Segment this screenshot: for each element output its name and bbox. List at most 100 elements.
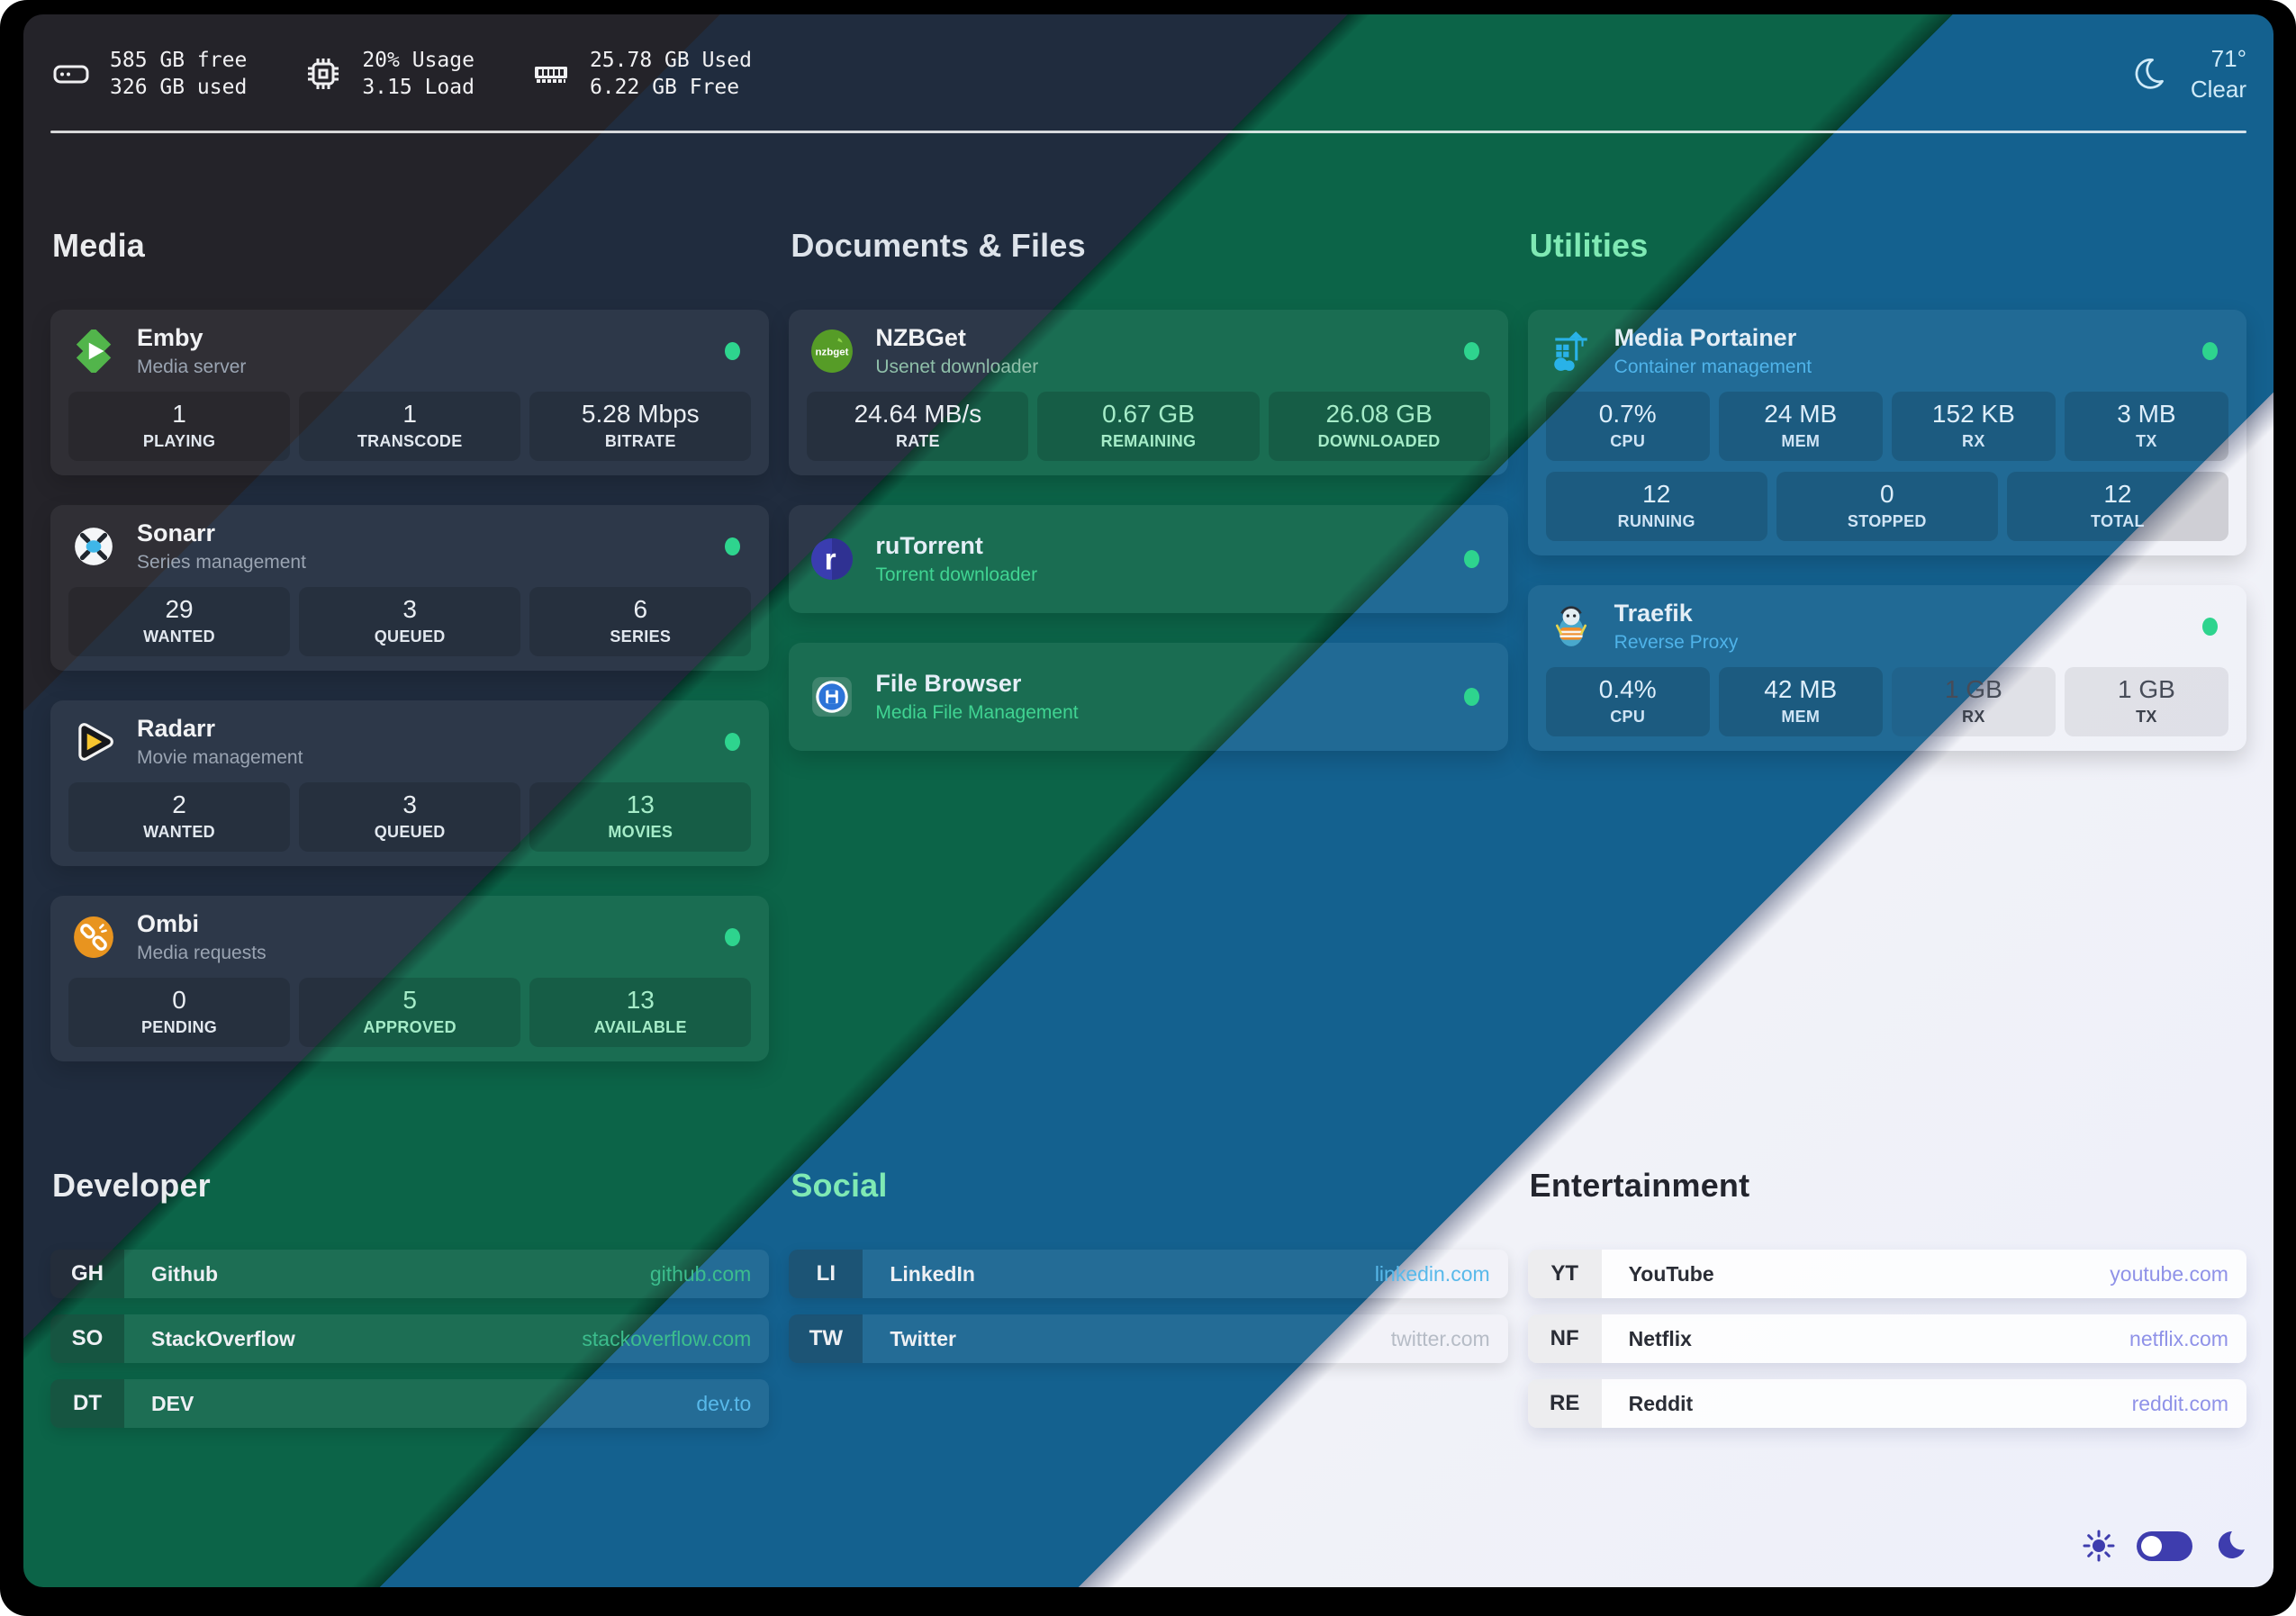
bookmark-reddit[interactable]: RE Reddit reddit.com (1527, 1379, 2246, 1428)
section-entertainment: Entertainment YT YouTube youtube.com NF … (1527, 1167, 2246, 1444)
service-name: File Browser (875, 670, 1022, 697)
disk-line2: 326 GB used (110, 76, 248, 99)
cpu-widget: 20% Usage 3.15 Load (303, 47, 475, 101)
top-bar: 585 GB free 326 GB used 20% Usage 3.15 Loa… (23, 14, 2273, 133)
weather-temp: 71° (2210, 45, 2246, 72)
stat-stopped: 0 STOPPED (1776, 472, 1998, 541)
bookmark-abbr: SO (50, 1314, 124, 1363)
service-description: Container management (1614, 357, 1812, 377)
service-card-radarr[interactable]: Radarr Movie management 2 WANTED 3 QUEUED … (50, 700, 770, 866)
status-dot (2201, 618, 2218, 636)
svg-text:nzbget: nzbget (816, 348, 849, 358)
bookmark-label: LinkedIn (890, 1261, 975, 1286)
bookmark-linkedin[interactable]: LI LinkedIn linkedin.com (789, 1250, 1508, 1298)
stat-remaining: 0.67 GB REMAINING (1037, 392, 1260, 461)
service-card-nzbget[interactable]: nzbget NZBGet Usenet downloader 24.64 MB… (789, 310, 1508, 475)
stat-series: 6 SERIES (529, 587, 752, 656)
weather-widget: 71° Clear (2129, 43, 2246, 104)
service-name: Ombi (137, 910, 200, 937)
bookmark-netflix[interactable]: NF Netflix netflix.com (1527, 1314, 2246, 1363)
stat-running: 12 RUNNING (1545, 472, 1767, 541)
stat-queued: 3 QUEUED (299, 782, 521, 852)
memory-line2: 6.22 GB Free (589, 76, 740, 99)
nzbget-icon: nzbget (810, 330, 854, 373)
cpu-icon (308, 59, 339, 89)
status-dot (725, 733, 741, 751)
bookmark-label: StackOverflow (151, 1326, 295, 1350)
service-description: Usenet downloader (875, 357, 1039, 377)
stat-tx: 1 GB TX (2064, 667, 2228, 736)
bookmark-label: Reddit (1628, 1391, 1694, 1415)
ombi-icon (72, 916, 115, 959)
bookmark-url: netflix.com (2129, 1326, 2228, 1350)
status-dot (725, 537, 741, 555)
service-name: NZBGet (875, 324, 966, 351)
theme-switch-knob (2141, 1535, 2162, 1557)
service-card-ombi[interactable]: Ombi Media requests 0 PENDING 5 APPROVED 1… (50, 896, 770, 1061)
stat-mem: 24 MB MEM (1718, 392, 1883, 461)
section-utilities: Utilities (1527, 227, 2246, 751)
status-dot (725, 342, 741, 360)
section-title: Entertainment (1529, 1167, 1750, 1204)
status-dot (1463, 550, 1479, 568)
service-card-filebrowser[interactable]: File Browser Media File Management (789, 643, 1508, 751)
stat-transcode: 1 TRANSCODE (299, 392, 521, 461)
bookmark-url: twitter.com (1390, 1326, 1490, 1350)
stat-pending: 0 PENDING (68, 978, 291, 1047)
disk-widget: 585 GB free 326 GB used (50, 47, 247, 101)
bookmark-abbr: LI (789, 1250, 863, 1298)
section-developer: Developer GH Github github.com SO StackO… (50, 1167, 770, 1444)
cpu-line1: 20% Usage (362, 49, 475, 72)
section-documents-files: Documents & Files nzbget NZBGet (789, 227, 1508, 751)
service-card-portainer[interactable]: Media Portainer Container management 0.7… (1527, 310, 2246, 555)
bookmark-url: linkedin.com (1374, 1261, 1490, 1286)
bookmark-url: reddit.com (2131, 1391, 2228, 1415)
stat-rx: 152 KB RX (1891, 392, 2056, 461)
moon-weather-icon (2135, 58, 2164, 89)
section-title: Media (52, 227, 146, 264)
sun-icon[interactable] (2083, 1530, 2115, 1562)
bookmark-url: stackoverflow.com (582, 1326, 752, 1350)
theme-switch[interactable] (2137, 1530, 2192, 1561)
bookmarks-grid: Developer GH Github github.com SO StackO… (50, 1167, 2246, 1444)
cpu-line2: 3.15 Load (362, 76, 475, 99)
service-card-rutorrent[interactable]: r ruTorrent Torrent downloader (789, 505, 1508, 613)
stat-movies: 13 MOVIES (529, 782, 752, 852)
stat-rate: 24.64 MB/s RATE (807, 392, 1029, 461)
section-media: Media Emby Media server (50, 227, 770, 1061)
bookmark-dev[interactable]: DT DEV dev.to (50, 1379, 770, 1428)
bookmark-youtube[interactable]: YT YouTube youtube.com (1527, 1250, 2246, 1298)
main-area: Media Emby Media server (23, 133, 2273, 1444)
moon-icon[interactable] (2214, 1530, 2246, 1562)
services-grid: Media Emby Media server (50, 227, 2246, 1061)
service-description: Media server (137, 357, 247, 377)
section-title: Developer (52, 1167, 211, 1204)
service-name: Radarr (137, 715, 216, 742)
bookmark-twitter[interactable]: TW Twitter twitter.com (789, 1314, 1508, 1363)
svg-text:r: r (825, 543, 836, 576)
bookmark-abbr: TW (789, 1314, 863, 1363)
service-card-emby[interactable]: Emby Media server 1 PLAYING 1 TRANSCODE 5.… (50, 310, 770, 475)
bookmark-abbr: DT (50, 1379, 124, 1428)
radarr-icon (72, 720, 115, 763)
disk-line1: 585 GB free (110, 49, 248, 72)
stat-mem: 42 MB MEM (1718, 667, 1883, 736)
bookmark-abbr: NF (1527, 1314, 1602, 1363)
stat-available: 13 AVAILABLE (529, 978, 752, 1047)
stat-wanted: 29 WANTED (68, 587, 291, 656)
bookmark-stackoverflow[interactable]: SO StackOverflow stackoverflow.com (50, 1314, 770, 1363)
service-name: ruTorrent (875, 532, 983, 559)
section-social: Social LI LinkedIn linkedin.com TW Twitt… (789, 1167, 1508, 1379)
filebrowser-icon (810, 675, 854, 718)
service-card-traefik[interactable]: Traefik Reverse Proxy 0.4% CPU 42 MB MEM 1… (1527, 585, 2246, 751)
bookmark-github[interactable]: GH Github github.com (50, 1250, 770, 1298)
bookmark-url: youtube.com (2110, 1261, 2228, 1286)
stat-wanted: 2 WANTED (68, 782, 291, 852)
stat-cpu: 0.7% CPU (1545, 392, 1710, 461)
section-title: Social (791, 1167, 888, 1204)
service-name: Media Portainer (1614, 324, 1797, 351)
stat-cpu: 0.4% CPU (1545, 667, 1710, 736)
service-card-sonarr[interactable]: Sonarr Series management 29 WANTED 3 QUEUE… (50, 505, 770, 671)
status-dot (1463, 342, 1479, 360)
